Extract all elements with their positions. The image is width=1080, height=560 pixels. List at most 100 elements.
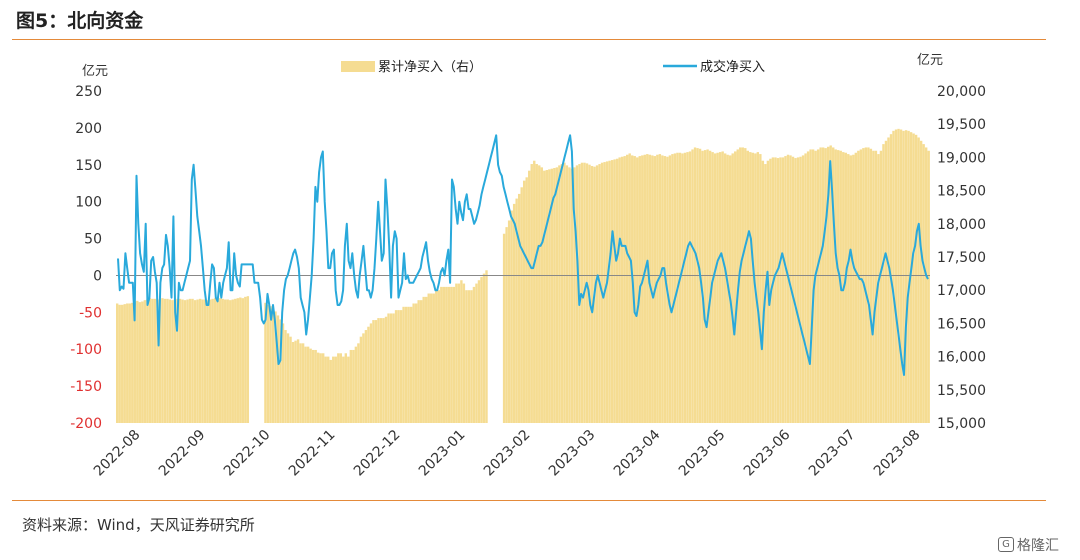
bar [447,286,451,423]
left-tick-label: -200 [70,416,102,432]
bar [294,340,297,423]
source-divider [12,500,1046,501]
right-axis-unit: 亿元 [917,53,943,68]
bar [892,130,895,423]
bar [337,353,340,423]
bar [746,150,749,423]
bar [651,155,654,423]
bar [643,154,646,424]
x-tick-label: 2022-10 [221,427,274,480]
bar [761,160,765,423]
bar [834,149,837,423]
bar [472,286,476,423]
bar [475,283,478,423]
bar [693,147,697,423]
bar [540,167,543,423]
bar [744,148,747,423]
bar [505,227,508,423]
bar [414,303,418,423]
x-tick-label: 2023-05 [676,427,729,480]
bar [422,296,425,423]
bar [244,296,247,423]
bar [158,299,162,423]
bar [605,161,609,423]
bar [656,154,659,424]
bar [229,300,232,423]
bar [620,156,624,424]
bar [517,193,521,423]
bar [894,129,898,423]
bar [211,298,214,423]
bar [781,157,785,423]
bar [374,320,378,423]
bar [668,155,672,423]
bar [914,134,918,423]
bar [216,298,219,423]
bar [153,298,157,423]
bar [168,299,172,423]
bar [314,349,317,423]
right-tick-label: 17,000 [937,283,986,299]
right-axis-ticks: 15,000 15,500 16,000 16,500 17,000 17,500 18,0… [937,84,986,432]
bar [922,144,925,423]
bar [613,159,616,423]
bar [523,180,526,423]
bar [902,130,905,423]
bar [852,154,855,424]
bar [799,156,802,424]
bar [183,300,187,423]
title-divider [12,39,1046,40]
bar [399,310,403,423]
bar [339,353,342,423]
x-tick-label: 2023-01 [416,427,469,480]
bar [430,293,433,423]
bar [507,220,511,423]
bar [118,304,121,423]
left-axis-unit: 亿元 [82,64,108,79]
right-tick-label: 16,500 [937,316,986,332]
x-tick-label: 2022-08 [91,427,144,480]
bar [887,137,890,424]
bar-series [116,128,930,424]
chart-canvas: 亿元 亿元 累计净买入（右） 成交净买入 -200 -150 -100 -50 0 50 1… [70,53,986,480]
bar [379,318,383,423]
bar [857,150,860,423]
bar [618,157,621,423]
bar [329,359,332,423]
bar [678,152,682,423]
bar [553,168,556,423]
bar [435,290,438,423]
bar [844,152,847,423]
bar [465,290,468,423]
bar [208,299,212,423]
bar [236,298,239,423]
bar [173,299,177,423]
left-tick-label: -150 [70,379,102,395]
bar [246,296,250,423]
bar [445,286,448,423]
bar [904,130,908,423]
bar [626,154,629,424]
bar [671,154,674,423]
bar [347,356,350,423]
bar [741,147,744,423]
bar [316,352,320,423]
bar [713,153,717,424]
bar [324,356,327,423]
bar [610,160,614,423]
bar [869,148,873,423]
right-tick-label: 15,000 [937,416,986,432]
bar [198,298,202,423]
bar [480,276,483,423]
bar [264,302,267,423]
bar [814,150,817,423]
right-tick-label: 16,000 [937,350,986,366]
bar [849,155,852,423]
left-tick-label: 250 [75,84,102,100]
bar [917,137,920,424]
bar [377,318,380,423]
bar [854,152,858,423]
bar [646,154,649,423]
bar [927,150,930,423]
bar [460,280,463,423]
